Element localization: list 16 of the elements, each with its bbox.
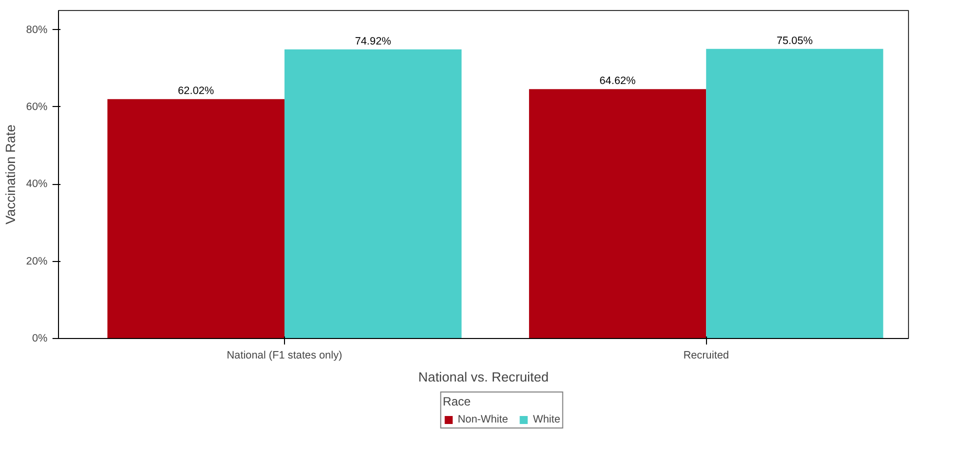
legend-label: Non-White: [458, 414, 508, 426]
text: 64.62%: [600, 75, 636, 88]
y-tick-label: 20%: [26, 255, 48, 268]
text: 74.92%: [354, 35, 392, 48]
x-tick-label: Recruited: [683, 350, 729, 362]
y-tick-label: 80%: [26, 24, 48, 36]
x-axis-title: National vs. Recruited: [418, 370, 549, 384]
legend-title: Race: [442, 394, 472, 408]
y-tick-label: 40%: [26, 178, 48, 190]
y-tick-label: 60%: [26, 100, 48, 113]
text: 75.05%: [776, 34, 813, 47]
text: 62.02%: [178, 85, 214, 98]
y-axis-title: Vaccination Rate: [3, 124, 18, 224]
y-tick-label: 0%: [32, 332, 48, 344]
legend-label: White: [533, 414, 560, 426]
x-tick-label: National (F1 states only): [226, 350, 342, 362]
